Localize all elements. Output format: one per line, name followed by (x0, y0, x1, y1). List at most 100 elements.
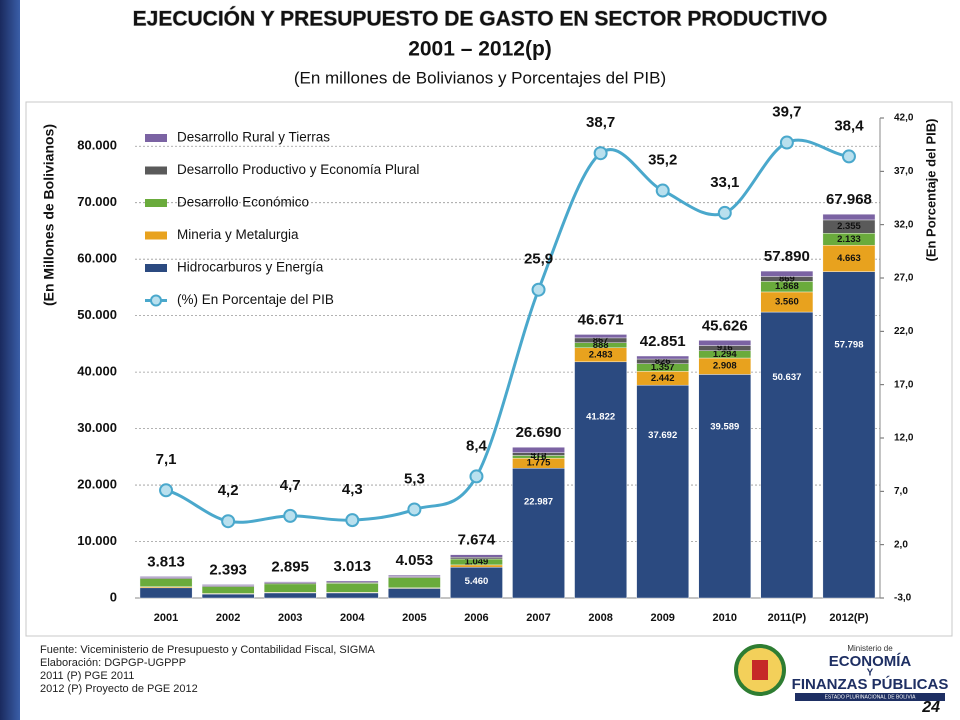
legend-label: Hidrocarburos y Energía (177, 260, 324, 275)
bar-total-label: 67.968 (826, 191, 872, 208)
bar-value-label: 888 (593, 340, 609, 351)
bar-value-label: 475 (531, 449, 548, 460)
line-value-label: 7,1 (156, 451, 177, 468)
bar-segment (450, 557, 503, 560)
bar-value-label: 1.049 (465, 556, 489, 567)
bar-value-label: 1.357 (651, 362, 675, 373)
bar-segment (636, 384, 689, 599)
footer-note: 2012 (P) Proyecto de PGE 2012 (40, 683, 198, 695)
x-tick-label: 2012(P) (829, 612, 868, 624)
bar-segment (139, 578, 193, 587)
bar-segment (760, 311, 814, 599)
bar-total-label: 4.053 (396, 552, 434, 569)
y2-tick-label: 37,0 (894, 166, 914, 177)
bar-value-label: 869 (779, 273, 795, 284)
legend-swatch (145, 199, 167, 207)
x-tick-label: 2005 (402, 612, 426, 624)
logo-band (795, 693, 945, 701)
legend-swatch (145, 264, 167, 272)
chart-subtitle: (En millones de Bolivianos y Porcentajes… (294, 68, 666, 87)
bar-value-label: 2.133 (837, 234, 861, 245)
bar-segment (574, 334, 627, 339)
line-marker (655, 183, 670, 198)
bar-value-label: 2.355 (837, 221, 861, 232)
x-tick-label: 2008 (588, 612, 612, 624)
y2-tick-label: 42,0 (894, 113, 914, 124)
legend-swatch (145, 134, 167, 142)
bar-value-label: 2.908 (713, 361, 737, 372)
legend-marker (150, 294, 162, 307)
footer-note: 2011 (P) PGE 2011 (40, 670, 134, 682)
y2-tick-label: -3,0 (894, 593, 912, 604)
y-tick-label: 50.000 (77, 307, 117, 322)
bar-segment (388, 577, 441, 589)
y-tick-label: 30.000 (77, 420, 117, 435)
bar-total-label: 3.013 (334, 558, 372, 575)
line-value-label: 4,3 (342, 481, 363, 498)
line-value-label: 4,2 (218, 482, 239, 499)
line-marker (593, 146, 608, 161)
y2-tick-label: 27,0 (894, 273, 914, 284)
bar-segment (326, 583, 379, 593)
logo-text: ECONOMÍA (829, 653, 912, 670)
bar-value-label: 826 (655, 356, 671, 367)
chart-title: EJECUCIÓN Y PRESUPUESTO DE GASTO EN SECT… (133, 7, 828, 31)
legend-label: (%) En Porcentaje del PIB (177, 292, 334, 307)
y2-tick-label: 2,0 (894, 539, 908, 550)
bar-total-label: 42.851 (640, 333, 686, 350)
line-marker (345, 513, 360, 528)
x-tick-label: 2002 (216, 612, 240, 624)
bar-segment (698, 340, 752, 346)
line-marker (221, 514, 236, 529)
x-tick-label: 2009 (650, 612, 674, 624)
bar-value-label: 1.868 (775, 281, 799, 292)
logo-text: Ministerio de (847, 644, 893, 653)
legend-swatch (145, 231, 167, 240)
y-tick-label: 70.000 (77, 194, 117, 209)
y2-tick-label: 7,0 (894, 486, 908, 497)
bar-segment (201, 584, 255, 586)
bar-value-label: 50.637 (772, 372, 801, 383)
y-tick-label: 0 (110, 589, 117, 604)
page-number: 24 (921, 699, 940, 716)
bar-value-label: 22.987 (524, 497, 553, 508)
bar-value-label: 37.692 (648, 430, 677, 441)
bar-value-label: 39.589 (710, 422, 739, 433)
line-value-label: 35,2 (648, 152, 677, 169)
bar-value-label: 2.442 (651, 373, 675, 384)
bar-segment (512, 467, 565, 599)
y2-tick-label: 12,0 (894, 433, 914, 444)
line-marker (717, 205, 732, 220)
bar-value-label: 5.460 (465, 576, 489, 587)
y-tick-label: 80.000 (77, 138, 117, 153)
legend-label: Desarrollo Productivo y Economía Plural (177, 162, 419, 177)
bar-segment (760, 270, 814, 277)
bar-segment (450, 566, 503, 599)
x-tick-label: 2003 (278, 612, 302, 624)
bar-value-label: 867 (593, 335, 609, 346)
y-tick-label: 10.000 (77, 533, 117, 548)
bar-value-label: 916 (717, 343, 733, 354)
x-tick-label: 2010 (713, 612, 737, 624)
bar-segment (636, 355, 689, 360)
legend-swatch (145, 166, 167, 175)
line-value-label: 33,1 (710, 174, 739, 191)
legend-label: Desarrollo Económico (177, 195, 309, 210)
bar-total-label: 2.895 (271, 559, 309, 576)
bar-segment (512, 447, 565, 453)
x-tick-label: 2001 (154, 612, 178, 624)
bar-segment (263, 581, 317, 583)
line-value-label: 39,7 (772, 104, 801, 121)
y2-tick-label: 17,0 (894, 379, 914, 390)
bar-total-label: 57.890 (764, 248, 810, 265)
chart-title-line2: 2001 – 2012(p) (408, 38, 552, 61)
line-value-label: 5,3 (404, 470, 425, 487)
y-tick-label: 40.000 (77, 364, 117, 379)
bar-segment (201, 586, 255, 594)
x-tick-label: 2004 (340, 612, 365, 624)
y-axis-title: (En Millones de Bolivianos) (41, 124, 57, 306)
bar-total-label: 46.671 (578, 311, 624, 328)
bar-segment (822, 213, 876, 221)
